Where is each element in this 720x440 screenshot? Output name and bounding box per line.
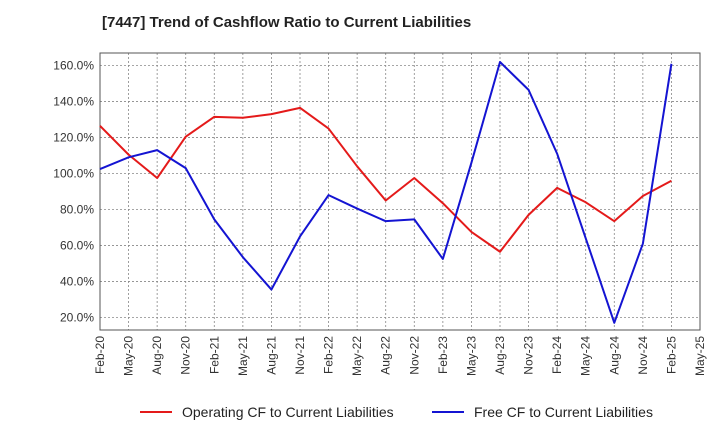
x-tick-label: Aug-20	[150, 336, 164, 375]
x-tick-label: May-25	[693, 336, 707, 376]
series-line-operating	[99, 106, 672, 253]
x-tick-label: Feb-25	[664, 336, 678, 374]
series-line-free	[99, 60, 673, 324]
x-tick-label: May-22	[350, 336, 364, 376]
legend-item-free: Free CF to Current Liabilities	[432, 404, 653, 420]
legend-label-operating: Operating CF to Current Liabilities	[182, 404, 394, 420]
x-tick-label: May-21	[236, 336, 250, 376]
x-tick-label: Aug-23	[493, 336, 507, 375]
x-tick-label: Aug-22	[379, 336, 393, 375]
x-tick-label: Feb-22	[322, 336, 336, 374]
y-tick-label: 60.0%	[60, 238, 94, 252]
x-tick-label: May-23	[464, 336, 478, 376]
chart-title: [7447] Trend of Cashflow Ratio to Curren…	[102, 14, 472, 31]
x-tick-label: Aug-21	[264, 336, 278, 375]
x-tick-label: Feb-23	[436, 336, 450, 374]
y-tick-label: 160.0%	[53, 59, 94, 73]
x-tick-label: Aug-24	[607, 336, 621, 375]
plot-frame	[99, 52, 701, 331]
x-tick-label: Feb-20	[93, 336, 107, 374]
y-tick-label: 80.0%	[60, 202, 94, 216]
y-tick-label: 20.0%	[60, 310, 94, 324]
x-tick-label: Nov-20	[179, 336, 193, 375]
legend-swatch-free	[432, 411, 464, 413]
x-tick-label: Nov-22	[407, 336, 421, 375]
x-tick-label: Nov-24	[636, 336, 650, 375]
legend-label-free: Free CF to Current Liabilities	[474, 404, 653, 420]
x-tick-label: Feb-24	[550, 336, 564, 374]
x-tick-label: Nov-23	[522, 336, 536, 375]
y-tick-label: 40.0%	[60, 274, 94, 288]
y-tick-label: 100.0%	[53, 167, 94, 181]
y-tick-label: 120.0%	[53, 131, 94, 145]
x-tick-label: May-20	[122, 336, 136, 376]
y-tick-label: 140.0%	[53, 95, 94, 109]
x-tick-label: May-24	[579, 336, 593, 376]
legend-item-operating: Operating CF to Current Liabilities	[140, 404, 394, 420]
x-tick-label: Feb-21	[207, 336, 221, 374]
legend-swatch-operating	[140, 411, 172, 413]
x-tick-label: Nov-21	[293, 336, 307, 375]
